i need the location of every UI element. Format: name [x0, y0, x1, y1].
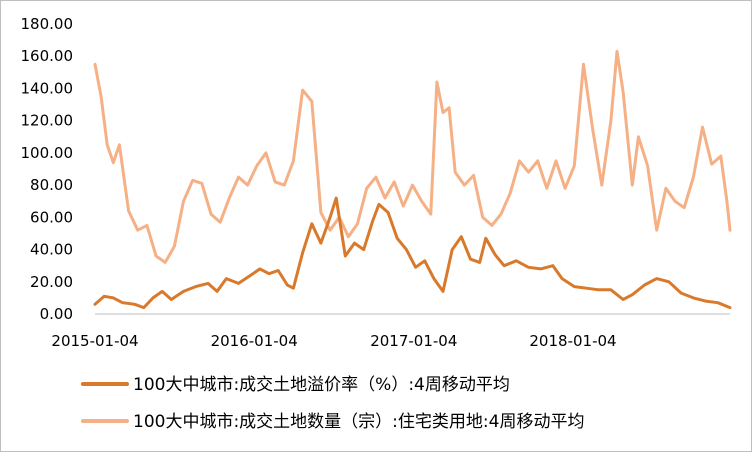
y-tick-label: 100.00 — [21, 144, 74, 162]
series-lines — [93, 49, 732, 310]
y-tick-label: 80.00 — [30, 176, 73, 194]
y-tick-label: 40.00 — [30, 241, 73, 259]
x-tick-label: 2018-01-04 — [529, 332, 616, 350]
x-tick-label: 2017-01-04 — [370, 332, 457, 350]
legend: 100大中城市:成交土地溢价率（%）:4周移动平均 100大中城市:成交土地数量（… — [81, 375, 584, 432]
y-tick-label: 160.00 — [21, 47, 74, 65]
x-tick-label: 2016-01-04 — [211, 332, 298, 350]
x-axis-ticks: 2015-01-04 2016-01-04 2017-01-04 2018-01-04 — [51, 332, 616, 350]
y-tick-label: 0.00 — [40, 305, 73, 323]
y-axis-ticks: 0.00 20.00 40.00 60.00 80.00 100.00 120.00 140.… — [21, 15, 74, 323]
y-tick-label: 140.00 — [21, 79, 74, 97]
y-tick-label: 60.00 — [30, 208, 73, 226]
legend-label: 100大中城市:成交土地溢价率（%）:4周移动平均 — [133, 375, 510, 395]
y-tick-label: 120.00 — [21, 112, 74, 130]
x-tick-label: 2015-01-04 — [51, 332, 138, 350]
y-tick-label: 20.00 — [30, 273, 73, 291]
legend-label: 100大中城市:成交土地数量（宗）:住宅类用地:4周移动平均 — [133, 412, 584, 432]
series-line-residential-land-count — [93, 49, 732, 264]
y-tick-label: 180.00 — [21, 15, 74, 33]
series-line-premium-rate — [93, 196, 732, 310]
